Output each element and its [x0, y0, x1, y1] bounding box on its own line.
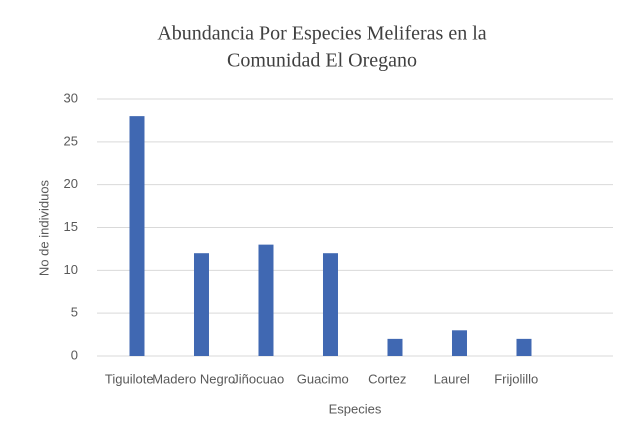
bar [193, 253, 209, 356]
x-axis-label: Especies [329, 401, 382, 416]
x-tick-label: Frijolillo [494, 371, 538, 386]
chart-title: Abundancia Por Especies Meliferas en la [157, 23, 486, 45]
x-tick-label: Tiguilote [105, 371, 154, 386]
y-tick-label: 30 [64, 90, 78, 105]
x-tick-label: Madero Negro [152, 371, 235, 386]
y-tick-label: 20 [64, 176, 78, 191]
bar [258, 244, 274, 356]
y-tick-label: 5 [71, 305, 78, 320]
bar [387, 338, 403, 356]
x-tick-label: Jiñocuao [232, 371, 284, 386]
bar [129, 116, 145, 356]
x-tick-label: Guacimo [297, 371, 349, 386]
bar [516, 338, 532, 356]
bar [322, 253, 338, 356]
x-tick-label: Laurel [434, 371, 470, 386]
y-tick-label: 10 [64, 262, 78, 277]
y-tick-label: 15 [64, 219, 78, 234]
y-axis-label: No de individuos [36, 179, 51, 276]
y-tick-label: 0 [71, 347, 78, 362]
y-tick-label: 25 [64, 133, 78, 148]
x-tick-label: Cortez [368, 371, 406, 386]
bar [451, 330, 467, 356]
chart-title: Comunidad El Oregano [227, 50, 417, 72]
